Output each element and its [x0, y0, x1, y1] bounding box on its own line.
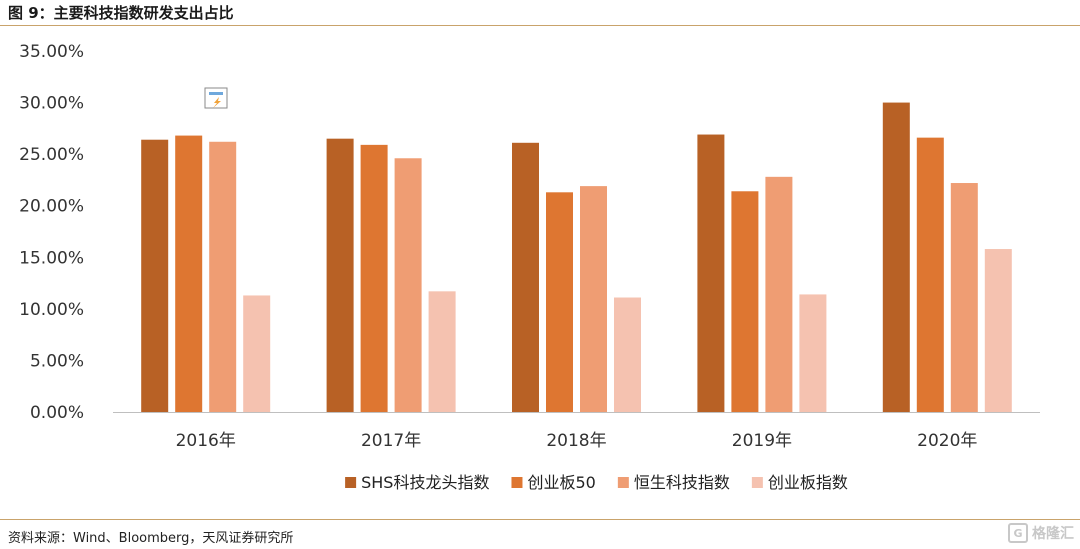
legend-item[interactable]: 创业板指数 — [751, 473, 848, 492]
watermark-logo-icon: G — [1008, 523, 1028, 543]
legend-label: 创业板指数 — [768, 473, 848, 492]
legend-swatch — [751, 477, 763, 488]
x-tick-label: 2020年 — [917, 431, 977, 451]
legend-swatch — [617, 477, 629, 488]
bar — [950, 183, 978, 412]
legend-swatch — [511, 477, 523, 488]
bar — [141, 139, 169, 412]
bar — [916, 137, 944, 412]
bar — [799, 294, 827, 412]
x-tick-label: 2017年 — [361, 431, 421, 451]
y-tick-label: 25.00% — [19, 145, 84, 165]
y-tick-label: 30.00% — [19, 94, 84, 114]
legend: SHS科技龙头指数 创业板50 恒生科技指数 创业板指数 — [345, 473, 848, 492]
y-tick-label: 10.00% — [19, 300, 84, 320]
x-tick-label: 2016年 — [176, 431, 236, 451]
y-tick-label: 35.00% — [19, 42, 84, 62]
bar — [984, 249, 1012, 412]
bar — [209, 141, 237, 412]
x-tick-label: 2019年 — [732, 431, 792, 451]
legend-item[interactable]: SHS科技龙头指数 — [345, 473, 489, 492]
legend-item[interactable]: 创业板50 — [511, 473, 596, 492]
legend-swatch — [345, 477, 357, 488]
bar — [326, 138, 354, 412]
bar — [360, 144, 388, 413]
x-tick-label: 2018年 — [546, 431, 606, 451]
bar — [243, 295, 271, 412]
y-tick-label: 15.00% — [19, 248, 84, 268]
bar — [394, 158, 422, 412]
y-axis-ticks: 0.00% 5.00% 10.00% 15.00% 20.00% 25.00% 30.00%… — [19, 42, 84, 423]
watermark: G 格隆汇 — [1008, 523, 1074, 543]
source-note: 资料来源：Wind、Bloomberg，天风证券研究所 — [8, 531, 294, 546]
watermark-text: 格隆汇 — [1032, 526, 1074, 542]
bar — [175, 135, 203, 412]
legend-label: 恒生科技指数 — [634, 473, 730, 492]
legend-label: SHS科技龙头指数 — [361, 473, 489, 492]
bar-group — [141, 102, 1012, 413]
title-rule — [0, 25, 1080, 26]
bar — [731, 191, 759, 412]
legend-item[interactable]: 恒生科技指数 — [617, 473, 730, 492]
y-tick-label: 20.00% — [19, 197, 84, 217]
legend-label: 创业板50 — [527, 473, 595, 492]
bar — [765, 176, 793, 412]
edit-chart-icon[interactable] — [204, 87, 228, 109]
bar — [697, 134, 725, 412]
bar — [614, 297, 641, 412]
bar — [428, 291, 456, 412]
bar-chart: 0.00% 5.00% 10.00% 15.00% 20.00% 25.00% 30.00%… — [19, 42, 1040, 492]
bar — [882, 102, 910, 413]
footer-rule — [0, 519, 1080, 520]
bar — [546, 192, 573, 412]
y-tick-label: 0.00% — [30, 403, 84, 423]
y-tick-label: 5.00% — [30, 351, 84, 371]
figure-title: 图 9：主要科技指数研发支出占比 — [8, 4, 234, 22]
x-axis-ticks: 2016年 2017年 2018年 2019年 2020年 — [176, 431, 978, 451]
bar — [580, 186, 607, 412]
bar — [512, 142, 539, 412]
